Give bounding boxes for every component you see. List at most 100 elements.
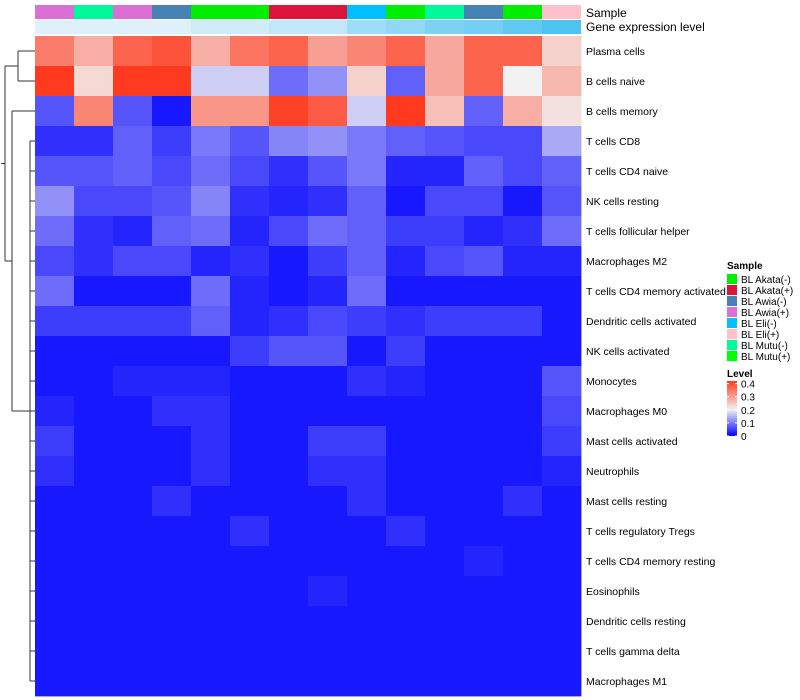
heatmap-cell: [425, 306, 465, 337]
heatmap-cell: [425, 36, 465, 67]
row-label: B cells naive: [586, 76, 645, 88]
sample-legend: Sample BL Akata(-)BL Akata(+)BL Awia(-)B…: [727, 261, 793, 363]
heatmap-cell: [464, 66, 504, 97]
sample-annotation-cell: [269, 5, 308, 19]
heatmap-cell: [347, 156, 387, 187]
heatmap-cell: [269, 636, 309, 667]
heatmap-cell: [386, 636, 426, 667]
heatmap-cell: [113, 96, 153, 127]
heatmap-cell: [230, 396, 270, 427]
sample-annotation-cell: [347, 5, 386, 19]
heatmap-cell: [308, 426, 348, 457]
expression-level-annotation-cell: [425, 20, 464, 34]
heatmap-cell: [542, 156, 582, 187]
heatmap-cell: [425, 336, 465, 367]
heatmap-cell: [386, 216, 426, 247]
heatmap-cell: [464, 276, 504, 307]
heatmap-cell: [230, 666, 270, 697]
heatmap-cell: [425, 606, 465, 637]
heatmap-cell: [35, 36, 75, 67]
expression-level-annotation-cell: [230, 20, 269, 34]
heatmap-cell: [347, 306, 387, 337]
expression-level-annotation-cell: [113, 20, 152, 34]
expression-level-annotation-cell: [542, 20, 581, 34]
row-label: T cells CD4 memory resting: [586, 556, 715, 568]
heatmap-cell: [269, 66, 309, 97]
heatmap-cell: [308, 36, 348, 67]
heatmap-cell: [191, 366, 231, 397]
heatmap-cell: [542, 396, 582, 427]
heatmap-cell: [308, 576, 348, 607]
heatmap-cell: [113, 486, 153, 517]
heatmap-cell: [35, 396, 75, 427]
heatmap-cell: [464, 36, 504, 67]
heatmap-cell: [347, 246, 387, 277]
heatmap-cell: [230, 306, 270, 337]
heatmap-cell: [503, 36, 543, 67]
heatmap-cell: [425, 666, 465, 697]
heatmap-cell: [425, 456, 465, 487]
heatmap-cell: [269, 606, 309, 637]
heatmap-cell: [386, 666, 426, 697]
heatmap-cell: [191, 636, 231, 667]
heatmap-cell: [74, 216, 114, 247]
row-label: Dendritic cells resting: [586, 616, 686, 628]
heatmap-cell: [386, 126, 426, 157]
heatmap-cell: [152, 546, 192, 577]
heatmap-cell: [386, 336, 426, 367]
heatmap-cell: [35, 276, 75, 307]
heatmap-cell: [230, 336, 270, 367]
heatmap-cell: [464, 96, 504, 127]
heatmap-cell: [113, 366, 153, 397]
heatmap-cell: [464, 546, 504, 577]
heatmap-cell: [113, 246, 153, 277]
heatmap-cell: [113, 186, 153, 217]
row-labels: Plasma cells B cells naive B cells memory T…: [586, 46, 726, 688]
heatmap-cell: [542, 36, 582, 67]
heatmap-cell: [464, 366, 504, 397]
heatmap-cell: [347, 96, 387, 127]
row-label: T cells regulatory Tregs: [586, 526, 695, 538]
row-label: Plasma cells: [586, 46, 645, 58]
heatmap-cell: [542, 66, 582, 97]
heatmap-cell: [152, 66, 192, 97]
heatmap-cell: [347, 666, 387, 697]
heatmap-cell: [191, 336, 231, 367]
heatmap-cell: [542, 306, 582, 337]
level-legend-tick-label: 0.3: [741, 393, 755, 404]
heatmap-cell: [113, 636, 153, 667]
expression-level-annotation-cell: [503, 20, 542, 34]
row-label: NK cells activated: [586, 346, 670, 358]
heatmap-cell: [35, 456, 75, 487]
heatmap-cell: [347, 36, 387, 67]
heatmap-cell: [74, 396, 114, 427]
heatmap-cell: [308, 156, 348, 187]
sample-annotation-bar: [35, 5, 581, 19]
level-legend-tick-label: 0.2: [741, 406, 755, 417]
heatmap-cell: [386, 366, 426, 397]
level-legend: Level 0.4 0.3 0.2 0.1 0: [727, 369, 755, 443]
heatmap-cell: [542, 336, 582, 367]
heatmap-cell: [503, 486, 543, 517]
heatmap-cell: [191, 576, 231, 607]
row-dendrogram: [1, 50, 35, 682]
heatmap-cell: [425, 96, 465, 127]
heatmap-cell: [152, 276, 192, 307]
heatmap-cells: [35, 36, 582, 697]
heatmap-cell: [425, 156, 465, 187]
heatmap-cell: [503, 546, 543, 577]
heatmap-cell: [152, 426, 192, 457]
heatmap-cell: [464, 216, 504, 247]
heatmap-cell: [74, 276, 114, 307]
heatmap-cell: [230, 36, 270, 67]
heatmap-cell: [35, 576, 75, 607]
row-label: Mast cells activated: [586, 436, 678, 448]
heatmap-cell: [347, 426, 387, 457]
heatmap-cell: [464, 186, 504, 217]
heatmap-cell: [425, 216, 465, 247]
heatmap-cell: [503, 156, 543, 187]
heatmap-cell: [425, 366, 465, 397]
heatmap-cell: [347, 216, 387, 247]
heatmap-cell: [35, 336, 75, 367]
heatmap-cell: [269, 336, 309, 367]
